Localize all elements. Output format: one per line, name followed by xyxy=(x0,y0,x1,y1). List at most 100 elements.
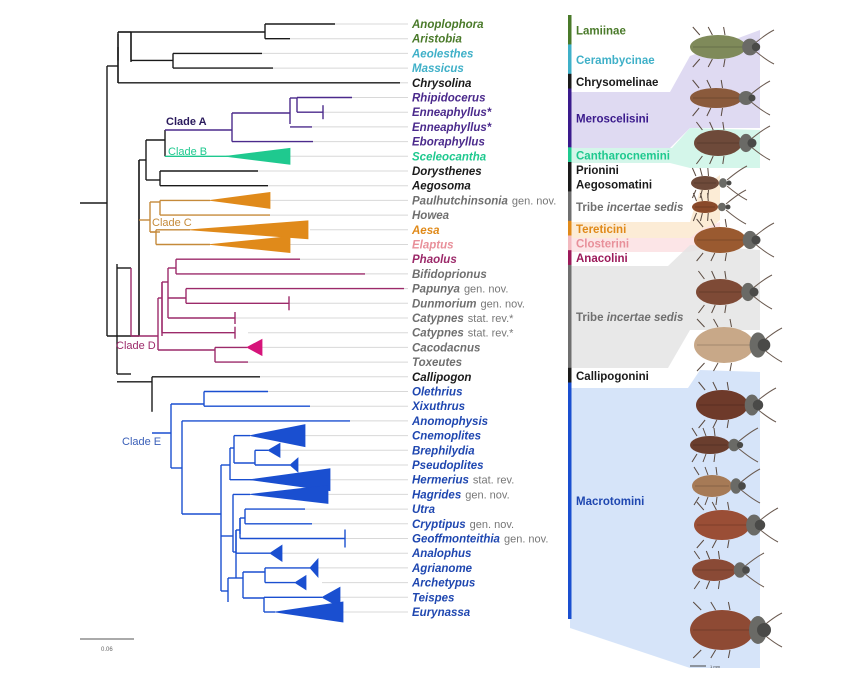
tip-label: Cnemoplites xyxy=(412,431,481,443)
group-name: Closterini xyxy=(576,239,629,251)
tip-genus: Sceleocantha xyxy=(412,151,487,163)
beetle-pronotum xyxy=(746,514,762,536)
beetle-head xyxy=(748,94,756,102)
group-label: Anacolini xyxy=(576,253,628,265)
tip-label: Massicus xyxy=(412,63,464,75)
tip-genus: Catypnes xyxy=(412,313,464,325)
scale-bar-label: 0.06 xyxy=(101,647,113,653)
tip-labels: Anoplophora Aristobia Aeolesthes Massicus Ch… xyxy=(411,19,556,619)
tip-genus: Cacodacnus xyxy=(412,342,480,354)
beetle-leg xyxy=(724,252,727,262)
group-label: Meroscelisini xyxy=(576,114,649,126)
beetle-leg xyxy=(705,580,711,590)
group-name: Cerambycinae xyxy=(576,55,655,67)
tip-label: Toxeutes xyxy=(412,357,462,369)
tip-label: Hagrides gen. nov. xyxy=(412,489,510,501)
tip-label: Teispes xyxy=(412,592,454,604)
beetle-leg xyxy=(702,453,707,463)
beetle-elytra xyxy=(690,88,742,108)
beetle-leg xyxy=(723,26,726,36)
clade-label-e: Clade E xyxy=(122,436,161,448)
tip-genus: Utra xyxy=(412,504,436,516)
beetle-leg xyxy=(691,453,698,463)
specimen-beetle-photo xyxy=(696,270,773,314)
tip-genus: Elaptus xyxy=(412,240,454,252)
beetle-leg xyxy=(692,649,702,659)
beetle-leg xyxy=(691,167,697,177)
tip-label: Anoplophora xyxy=(411,19,484,31)
group-label: Cantharocnemini xyxy=(576,150,670,162)
tip-label: Aegosoma xyxy=(411,181,471,193)
tip-label: Howea xyxy=(412,210,450,222)
tree-branches xyxy=(80,23,404,623)
beetle-elytra xyxy=(690,610,754,650)
tip-label: Papunya gen. nov. xyxy=(412,284,508,296)
tip-taxonomic-status: gen. nov. xyxy=(504,534,548,546)
group-name: Lamiinae xyxy=(576,25,626,37)
beetle-leg xyxy=(720,79,723,89)
beetle-leg xyxy=(710,252,716,262)
tip-label: Brephilydia xyxy=(412,445,475,457)
tip-label: Phaolus xyxy=(412,254,457,266)
beetle-head xyxy=(752,399,764,411)
tip-genus: Chrysolina xyxy=(412,78,472,90)
specimen-photos: 1 mm xyxy=(690,26,783,669)
tip-genus: Papunya xyxy=(412,284,461,296)
beetle-antenna xyxy=(725,189,747,225)
tip-genus: Brephilydia xyxy=(412,445,475,457)
group-bar xyxy=(568,382,572,619)
beetle-pronotum xyxy=(741,282,755,302)
tip-label: Archetypus xyxy=(411,578,475,590)
beetle-leg xyxy=(692,79,700,89)
group-bar xyxy=(568,15,572,46)
clade-label-b: Clade B xyxy=(168,146,207,158)
beetle-leg xyxy=(704,466,709,476)
beetle-leg xyxy=(729,362,732,372)
beetle-leg xyxy=(727,539,730,549)
tip-genus: Massicus xyxy=(412,63,464,75)
tip-genus: Catypnes xyxy=(412,328,464,340)
beetle-head xyxy=(736,441,744,449)
specimen-beetle-photo xyxy=(694,121,771,165)
group-bar xyxy=(568,176,572,193)
beetle-leg xyxy=(698,270,705,280)
tip-label: Anomophysis xyxy=(411,416,488,428)
beetle-leg xyxy=(724,218,727,228)
beetle-head xyxy=(725,204,731,210)
beetle-antenna xyxy=(739,468,761,504)
beetle-leg xyxy=(722,121,725,131)
beetle-leg xyxy=(710,218,716,228)
beetle-leg xyxy=(698,304,705,314)
beetle-leg xyxy=(713,318,719,328)
tip-taxonomic-status: gen. nov. xyxy=(481,298,525,310)
beetle-elytra xyxy=(691,176,719,190)
collapsed-clade-triangle xyxy=(209,191,271,209)
beetle-pronotum xyxy=(739,133,753,153)
collapsed-clade-triangle xyxy=(267,442,281,458)
group-name: Chrysomelinae xyxy=(576,77,658,89)
collapsed-clade-triangle xyxy=(225,147,291,165)
beetle-pronotum xyxy=(744,394,760,416)
beetle-pronotum xyxy=(730,478,742,494)
collapsed-clade-triangle xyxy=(309,557,319,578)
beetle-head xyxy=(749,287,759,297)
tip-genus: Archetypus xyxy=(411,578,475,590)
tip-genus: Callipogon xyxy=(412,372,471,384)
beetle-antenna xyxy=(737,427,759,463)
collapsed-clade-triangle xyxy=(294,574,307,591)
group-band xyxy=(570,245,760,368)
beetle-antenna xyxy=(749,125,771,161)
group-bar xyxy=(568,220,572,237)
beetle-leg xyxy=(724,270,727,280)
group-bar xyxy=(568,162,572,178)
beetle-pronotum xyxy=(742,38,758,56)
beetle-head xyxy=(726,180,732,186)
beetle-leg xyxy=(711,304,716,314)
beetle-leg xyxy=(713,362,719,372)
group-bar xyxy=(568,235,572,252)
group-bar xyxy=(568,367,572,384)
tip-label: Eboraphyllus xyxy=(412,137,485,149)
group-bar xyxy=(568,73,572,90)
group-label: Chrysomelinae xyxy=(576,77,658,89)
